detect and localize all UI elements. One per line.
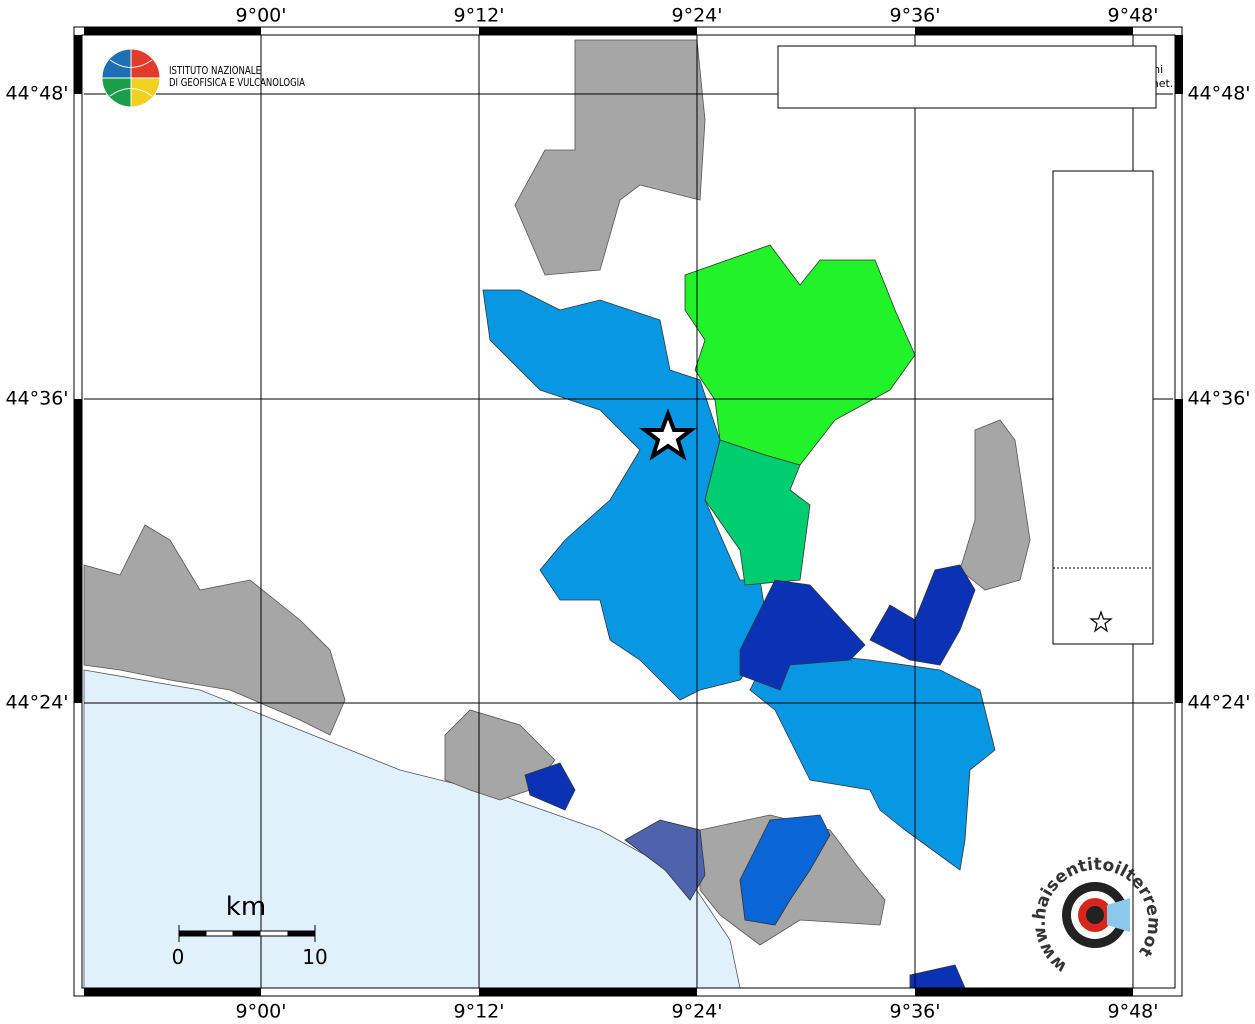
lon-label: 9°12' xyxy=(454,1001,505,1023)
lon-label: 9°12' xyxy=(454,5,505,27)
lon-label: 9°36' xyxy=(890,1001,941,1023)
lon-label: 9°48' xyxy=(1108,1001,1159,1023)
lat-label: 44°24' xyxy=(1187,692,1250,714)
info-box xyxy=(777,45,1157,109)
lon-label: 9°24' xyxy=(672,1001,723,1023)
lat-label: 44°48' xyxy=(1187,83,1250,105)
lat-label: 44°36' xyxy=(1187,388,1250,410)
legend-box xyxy=(1052,170,1154,645)
institute-name: ISTITUTO NAZIONALE xyxy=(169,65,261,77)
scale-bar xyxy=(178,925,316,942)
map-regions xyxy=(83,35,1173,989)
map-frame xyxy=(73,26,1183,997)
lon-label: 9°36' xyxy=(890,5,941,27)
institute-name: DI GEOFISICA E VULCANOLOGIA xyxy=(169,77,305,89)
lon-label: 9°00' xyxy=(236,5,287,27)
scale-unit: km xyxy=(226,892,266,922)
lon-label: 9°24' xyxy=(672,5,723,27)
lat-label: 44°36' xyxy=(5,388,68,410)
ingv-logo xyxy=(101,48,161,108)
site-logo xyxy=(1062,882,1130,948)
lon-label: 9°00' xyxy=(236,1001,287,1023)
lon-label: 9°48' xyxy=(1108,5,1159,27)
legend-star xyxy=(1089,610,1113,633)
lat-label: 44°24' xyxy=(5,692,68,714)
lat-label: 44°48' xyxy=(5,83,68,105)
scale-label: 0 xyxy=(172,945,185,969)
scale-label: 10 xyxy=(302,945,327,969)
